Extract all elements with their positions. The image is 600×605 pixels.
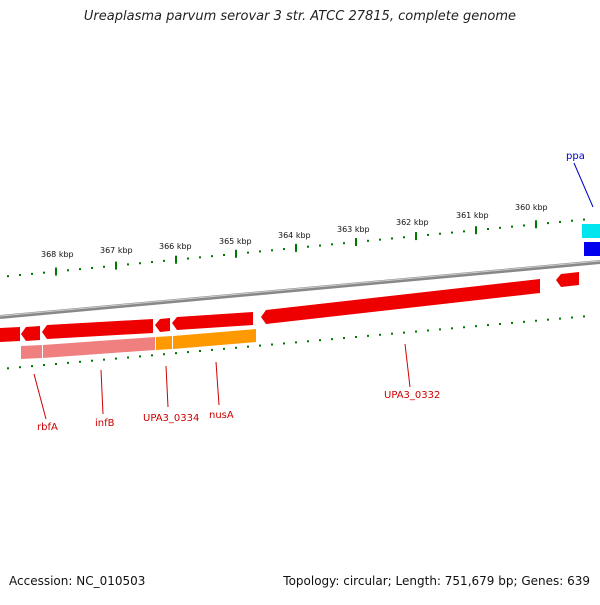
leader-nusA (215, 361, 220, 406)
gene-label-rbfA[interactable]: rbfA (37, 422, 58, 433)
tick-label-366kbp: 366 kbp (159, 242, 192, 251)
inner-dotted-scale (7, 315, 585, 370)
gene-bar-rbfA[interactable] (21, 345, 42, 359)
gene-label-nusA[interactable]: nusA (209, 410, 234, 421)
tick-label-360kbp: 360 kbp (515, 203, 548, 212)
gene-label-upa3-0332[interactable]: UPA3_0332 (384, 390, 440, 401)
genome-stats-text: Topology: circular; Length: 751,679 bp; … (283, 574, 590, 588)
tick-label-365kbp: 365 kbp (219, 237, 252, 246)
gene-arrow-1[interactable] (21, 326, 40, 341)
leader-ppa (573, 162, 594, 208)
genome-backbone-highlight (0, 260, 600, 317)
tick-label-368kbp: 368 kbp (41, 250, 74, 259)
gene-label-infB[interactable]: infB (95, 418, 115, 429)
genome-backbone (0, 260, 600, 319)
tick-labels: 368 kbp 367 kbp 366 kbp 365 kbp 364 kbp … (41, 203, 548, 259)
gene-arrow-4[interactable] (172, 312, 253, 330)
gene-label-upa3-0334[interactable]: UPA3_0334 (143, 413, 199, 424)
accession-text: Accession: NC_010503 (9, 574, 146, 588)
gene-arrow-3[interactable] (155, 318, 170, 332)
gene-ppa-blue (584, 242, 600, 256)
gene-label-ppa[interactable]: ppa (566, 151, 585, 162)
tick-label-362kbp: 362 kbp (396, 218, 429, 227)
tick-label-363kbp: 363 kbp (337, 225, 370, 234)
gene-arrow-0[interactable] (0, 327, 20, 342)
gene-bar-infB[interactable] (43, 337, 155, 358)
leader-rbfA (33, 373, 47, 420)
gene-arrow-upa3-0332[interactable] (261, 279, 540, 324)
map-title: Ureaplasma parvum serovar 3 str. ATCC 27… (83, 9, 517, 24)
gene-arrow-2[interactable] (42, 319, 153, 339)
gene-ppa-cyan (582, 224, 600, 238)
tick-label-367kbp: 367 kbp (100, 246, 133, 255)
leader-infB (100, 369, 104, 415)
gene-bar-upa3-0334[interactable] (156, 336, 172, 350)
gene-bar-nusA[interactable] (173, 329, 256, 349)
leader-upa3-0334 (165, 365, 169, 408)
outer-dotted-scale (7, 218, 585, 278)
leader-upa3-0332 (404, 343, 411, 388)
gene-arrow-5[interactable] (556, 272, 579, 287)
tick-label-361kbp: 361 kbp (456, 211, 489, 220)
tick-label-364kbp: 364 kbp (278, 231, 311, 240)
